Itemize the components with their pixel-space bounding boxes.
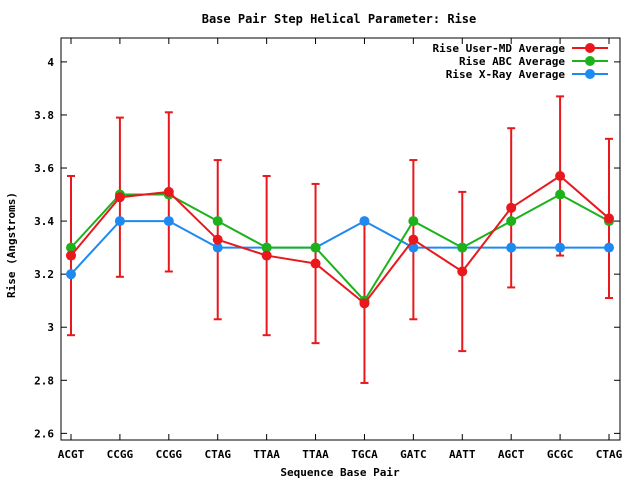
- data-point: [261, 242, 272, 253]
- chart-title: Base Pair Step Helical Parameter: Rise: [202, 12, 477, 26]
- y-tick-label: 2.6: [34, 427, 54, 440]
- data-point: [506, 216, 517, 227]
- data-point: [408, 216, 419, 227]
- series-line: [70, 219, 609, 275]
- x-tick-label: GATC: [400, 448, 427, 461]
- data-point: [163, 186, 174, 197]
- x-tick-label: TGCA: [351, 448, 378, 461]
- series-line: [70, 193, 610, 303]
- data-point: [66, 250, 76, 261]
- data-point: [457, 266, 468, 277]
- data-point: [66, 269, 76, 280]
- data-point: [114, 216, 125, 227]
- legend-label: Rise X-Ray Average: [446, 68, 566, 81]
- plot-frame: [60, 37, 621, 441]
- data-point: [506, 242, 517, 253]
- x-tick-label: TTAA: [302, 448, 329, 461]
- y-tick-label: 3.2: [34, 268, 54, 281]
- legend-marker: [585, 69, 595, 79]
- y-tick-label: 3: [47, 321, 54, 334]
- series-line: [70, 174, 610, 305]
- y-axis-label: Rise (Angstroms): [5, 192, 18, 298]
- x-tick-label: AGCT: [498, 448, 525, 461]
- x-tick-label: AATT: [449, 448, 476, 461]
- data-point: [359, 216, 370, 227]
- y-tick-label: 3.6: [34, 162, 54, 175]
- y-tick-label: 3.8: [34, 109, 54, 122]
- data-point: [359, 298, 370, 309]
- data-point: [408, 234, 419, 245]
- data-point: [310, 242, 321, 253]
- x-tick-label: TTAA: [253, 448, 280, 461]
- ticks-layer: 2.6 2.8 3 3.2 3.4 3.6 3.8 4 ACGT CCGG CCGG CTAG TTAA…: [34, 38, 623, 461]
- data-point: [457, 242, 468, 253]
- y-tick-label: 4: [47, 56, 54, 69]
- y-tick-label: 3.4: [34, 215, 54, 228]
- data-point: [555, 170, 566, 181]
- x-tick-label: CTAG: [204, 448, 231, 461]
- data-point: [66, 242, 76, 253]
- errorbar-layer: [67, 95, 613, 384]
- data-point: [212, 242, 223, 253]
- legend-label: Rise User-MD Average: [433, 42, 566, 55]
- data-point: [555, 189, 566, 200]
- x-tick-label: CCGG: [156, 448, 183, 461]
- x-tick-label: CCGG: [107, 448, 134, 461]
- data-point: [212, 234, 223, 245]
- data-point: [506, 202, 517, 213]
- legend-marker: [585, 43, 595, 53]
- x-tick-label: GCGC: [547, 448, 574, 461]
- data-point: [212, 216, 223, 227]
- data-point: [604, 242, 614, 253]
- data-point: [261, 250, 272, 261]
- data-point: [310, 258, 321, 269]
- legend-label: Rise ABC Average: [459, 55, 565, 68]
- data-point: [114, 192, 125, 203]
- legend-marker: [585, 56, 595, 66]
- x-axis-label: Sequence Base Pair: [280, 466, 400, 479]
- data-point: [604, 213, 614, 224]
- data-point: [163, 216, 174, 227]
- x-tick-label: ACGT: [58, 448, 85, 461]
- data-point: [555, 242, 566, 253]
- series-layer: [66, 170, 614, 309]
- x-tick-label: CTAG: [596, 448, 623, 461]
- y-tick-label: 2.8: [34, 374, 54, 387]
- data-point: [408, 242, 419, 253]
